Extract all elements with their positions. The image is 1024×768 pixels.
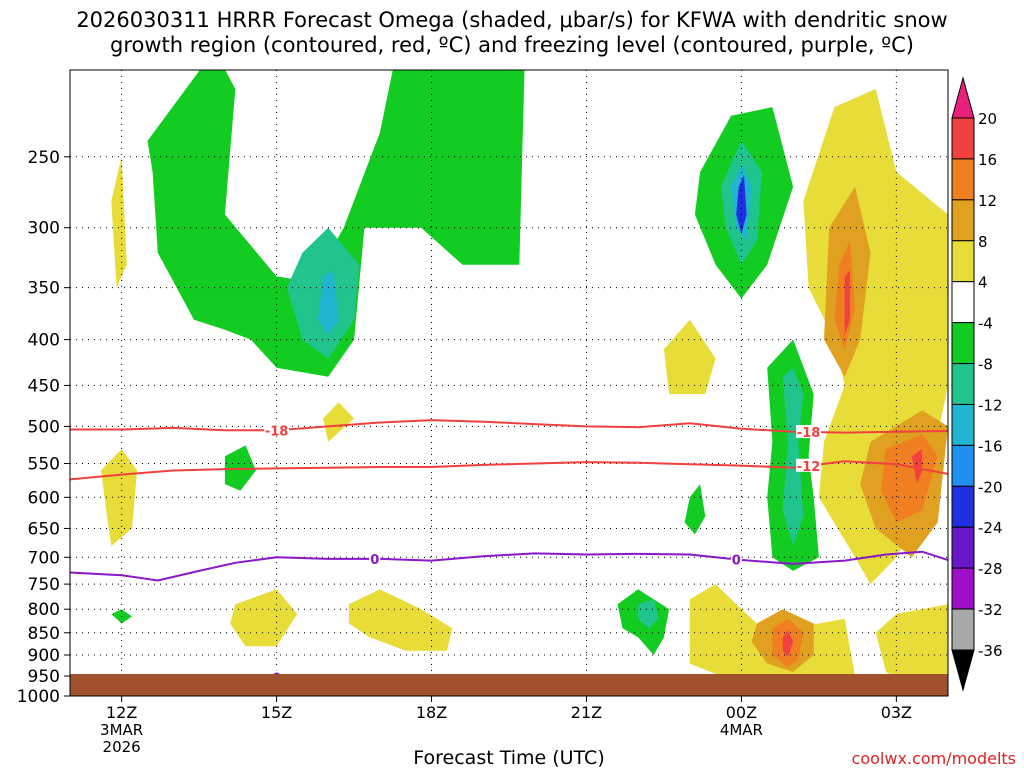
contour-label-dgz-top-1: -18: [797, 426, 821, 441]
colorbar-label--24: -24: [978, 519, 1003, 537]
y-tick-label-700: 700: [28, 548, 60, 568]
colorbar-bin-4: [951, 281, 975, 324]
credit-link[interactable]: coolwx.com/modelts: [852, 749, 1016, 768]
omega-region-12: [684, 484, 706, 535]
omega-region-6: [736, 175, 747, 235]
colorbar-bin-0: [951, 117, 975, 160]
contours: -18-18-12000: [70, 419, 948, 686]
colorbar-bin-9: [951, 485, 975, 528]
omega-region-17: [348, 589, 453, 651]
contour-label-freezing-level-1: 0: [732, 553, 741, 568]
colorbar-label-8: 8: [978, 233, 988, 251]
contour-label-bg: [796, 458, 822, 472]
omega-region-14: [111, 156, 127, 288]
colorbar: 20 16 12 8 4 -4 -8 -12 -16 -20 -24 -28 -32 -36: [951, 76, 1003, 692]
x-tick-label-00Z: 00Z: [726, 703, 757, 722]
x-tick-label-18Z: 18Z: [416, 703, 447, 722]
colorbar-label--36: -36: [978, 642, 1003, 660]
colorbar-label-20: 20: [978, 110, 997, 128]
y-tick-label-600: 600: [28, 488, 60, 508]
omega-region-8: [782, 367, 804, 546]
y-tick-label-850: 850: [28, 624, 60, 644]
contour-freezing-level: [70, 550, 948, 582]
x-tick-sublabel-4MAR: 4MAR: [720, 721, 763, 739]
y-tick-label-500: 500: [28, 417, 60, 437]
colorbar-label--8: -8: [978, 356, 993, 374]
chart-title: 2026030311 HRRR Forecast Omega (shaded, …: [0, 8, 1024, 58]
y-tick-label-800: 800: [28, 600, 60, 620]
omega-region-2: [317, 270, 339, 335]
y-tick-label-250: 250: [28, 148, 60, 168]
omega-region-25: [844, 270, 850, 335]
omega-region-27: [880, 434, 938, 523]
omega-region-18: [323, 402, 355, 442]
contour-label-bg: [369, 551, 381, 565]
y-tick-label-650: 650: [28, 519, 60, 539]
x-tick-sublabel-3MAR: 3MAR: [100, 721, 143, 739]
x-tick-label-03Z: 03Z: [881, 703, 912, 722]
y-tick-label-750: 750: [28, 575, 60, 595]
colorbar-label--20: -20: [978, 478, 1003, 496]
colorbar-bin-1: [951, 158, 975, 201]
y-tick-label-450: 450: [28, 376, 60, 396]
colorbar-label-16: 16: [978, 151, 997, 169]
colorbar-bin-3: [951, 240, 975, 283]
x-axis-title: Forecast Time (UTC): [413, 747, 604, 768]
colorbar-bin-5: [951, 322, 975, 365]
contour-label-dgz-top-0: -18: [265, 424, 289, 439]
y-tick-label-1000: 1000: [17, 687, 60, 707]
y-tick-label-350: 350: [28, 279, 60, 299]
contour-label-bg: [796, 425, 822, 439]
contour-label-dgz-bottom-0: -12: [797, 460, 821, 475]
omega-region-16: [230, 589, 298, 647]
colorbar-bin-11: [951, 567, 975, 610]
contour-label-bg: [730, 552, 742, 566]
colorbar-label--16: -16: [978, 437, 1003, 455]
plot-frame: [69, 69, 949, 697]
colorbar-bin-2: [951, 199, 975, 242]
colorbar-bin-12: [951, 608, 975, 651]
contour-label-freezing-level-0: 0: [370, 553, 379, 568]
y-tick-label-900: 900: [28, 646, 60, 666]
omega-region-22: [875, 604, 948, 689]
omega-region-19: [663, 319, 716, 394]
ground-surface: [70, 674, 948, 696]
x-tick-sublabel-2026: 2026: [103, 738, 141, 756]
x-tick-label-21Z: 21Z: [571, 703, 602, 722]
colorbar-label-4: 4: [978, 274, 988, 292]
colorbar-bin-10: [951, 526, 975, 569]
chart-title-line-2: growth region (contoured, red, ºC) and f…: [110, 33, 914, 57]
colorbar-label-12: 12: [978, 192, 997, 210]
omega-region-11: [638, 599, 659, 629]
y-tick-label-400: 400: [28, 331, 60, 351]
chart-title-line-1: 2026030311 HRRR Forecast Omega (shaded, …: [76, 8, 948, 32]
omega-region-31: [782, 630, 794, 658]
colorbar-label--4: -4: [978, 315, 993, 333]
y-tick-label-300: 300: [28, 219, 60, 239]
omega-region-0: [147, 70, 525, 377]
omega-region-28: [911, 449, 923, 485]
colorbar-label--12: -12: [978, 396, 1003, 414]
y-tick-label-550: 550: [28, 454, 60, 474]
x-tick-label-15Z: 15Z: [261, 703, 292, 722]
colorbar-label--28: -28: [978, 560, 1003, 578]
colorbar-top-arrow: [951, 76, 975, 119]
colorbar-label--32: -32: [978, 601, 1003, 619]
colorbar-bin-8: [951, 444, 975, 487]
y-axis: 2503003504004505005506006507007508008509…: [17, 148, 70, 707]
contour-label-bg: [264, 423, 290, 437]
colorbar-bin-7: [951, 403, 975, 446]
y-tick-label-950: 950: [28, 667, 60, 687]
omega-shading: [101, 70, 948, 689]
colorbar-bottom-arrow: [951, 649, 975, 692]
x-tick-label-12Z: 12Z: [106, 703, 137, 722]
colorbar-bin-6: [951, 363, 975, 405]
